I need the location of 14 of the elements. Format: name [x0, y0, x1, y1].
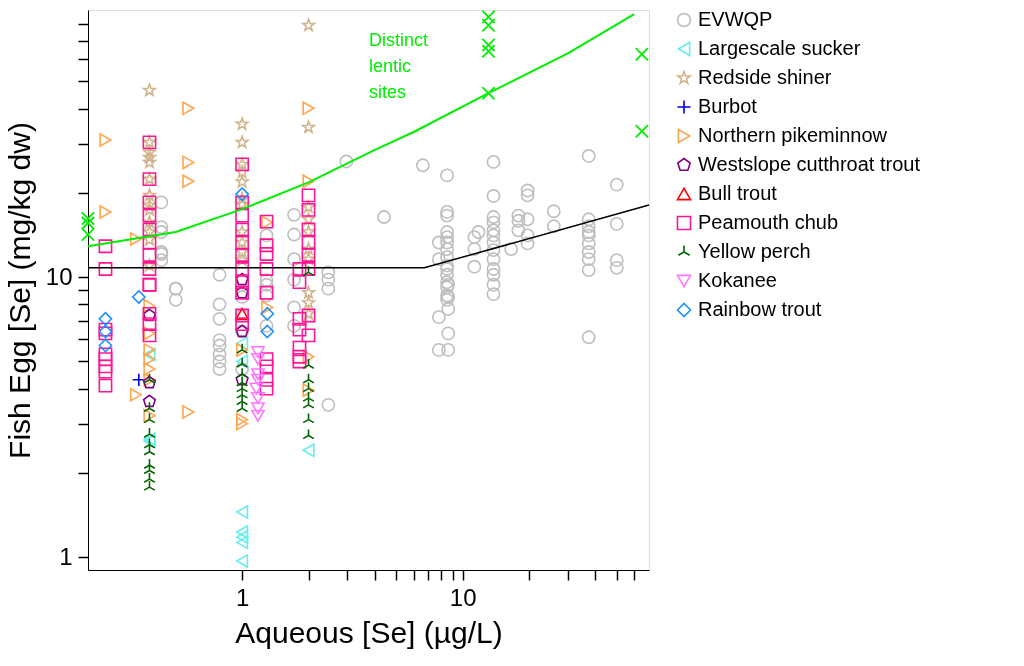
- x-axis-title: Aqueous [Se] (µg/L): [235, 615, 503, 649]
- legend-label: Largescale sucker: [698, 37, 861, 59]
- legend-label: Kokanee: [698, 269, 777, 291]
- legend-label: Bull trout: [698, 182, 778, 204]
- legend-label: EVWQP: [698, 8, 773, 30]
- legend-label: Rainbow trout: [698, 298, 822, 320]
- legend-label: Yellow perch: [698, 240, 811, 262]
- legend-label: Peamouth chub: [698, 211, 839, 233]
- legend-label: Westslope cutthroat trout: [698, 153, 921, 175]
- y-axis-title: Fish Egg [Se] (mg/kg dw): [2, 122, 36, 459]
- annotation: Distinct lentic sites: [369, 30, 429, 102]
- legend-label: Redside shiner: [698, 66, 832, 88]
- legend-label: Northern pikeminnow: [698, 124, 888, 146]
- legend-label: Burbot: [698, 95, 758, 117]
